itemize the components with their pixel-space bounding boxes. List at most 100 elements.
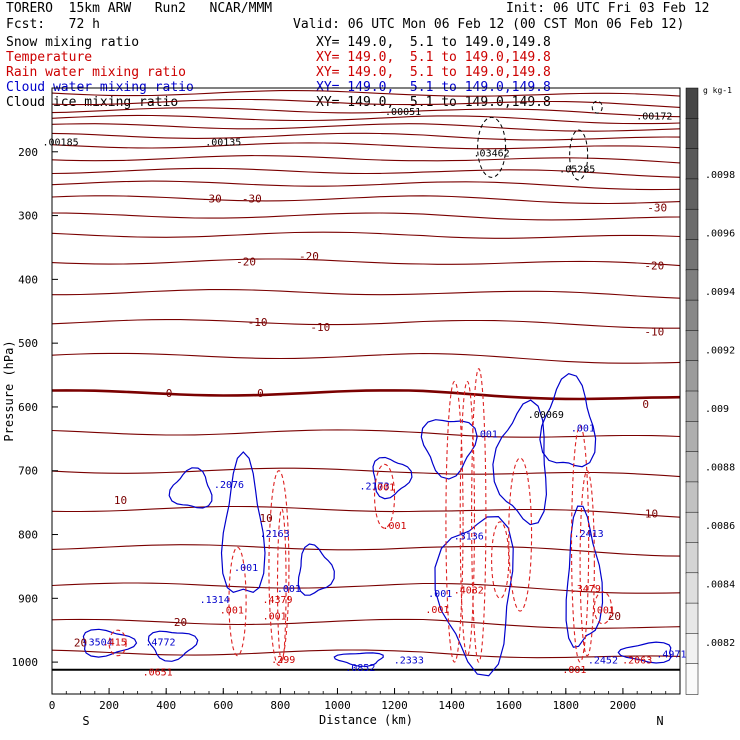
temperature-isoline [51, 544, 681, 557]
rain-water-contours [108, 368, 613, 666]
temperature-label: -30 [202, 192, 222, 205]
cloud-water-contour [492, 399, 548, 526]
colorbar-segment [685, 87, 699, 120]
colorbar-segment [685, 269, 699, 301]
field-temperature-xy: XY= 149.0, 5.1 to 149.0,149.8 [316, 50, 551, 65]
colorbar-label: .0088 [705, 463, 735, 474]
colorbar-segment [685, 299, 699, 332]
temperature-isoline [51, 98, 681, 108]
maximum-label: .2413 [574, 529, 604, 540]
temperature-isoline [51, 90, 681, 97]
temperature-isoline [52, 289, 681, 299]
colorbar-segment [685, 148, 699, 180]
maximum-label: .00172 [636, 111, 672, 122]
temperature-isoline [51, 114, 681, 125]
colorbar-label: .0096 [705, 229, 735, 240]
temperature-isoline [51, 582, 681, 594]
colorbar-segment [685, 602, 699, 635]
rain-water-contour [593, 591, 613, 625]
maximum-label: .4032 [454, 585, 484, 596]
temperature-label: 20 [174, 616, 187, 629]
field-rain-xy: XY= 149.0, 5.1 to 149.0,149.8 [316, 65, 551, 80]
maximum-label: .1314 [200, 595, 230, 606]
colorbar-label: .0094 [705, 287, 735, 298]
maximum-label: .05285 [559, 164, 595, 175]
y-tick-label: 200 [18, 146, 38, 159]
temperature-isoline [51, 142, 681, 150]
cloud-ice-contour [591, 100, 603, 114]
temperature-contours [51, 90, 681, 671]
temperature-label: -20 [644, 259, 664, 272]
colorbar: g kg-1 .0098 .0096 .0094 .0092 .009 .0088 .0086… [685, 86, 735, 695]
temperature-label: -30 [242, 192, 262, 205]
plot-header: TORERO 15km ARW Run2 NCAR/MMM Fcst: 72 h… [0, 0, 740, 110]
temperature-label: 10 [259, 512, 272, 525]
temperature-label: 0 [642, 398, 649, 411]
maximum-label: .3479 [571, 584, 601, 595]
rain-water-contour [579, 470, 595, 657]
cloud-ice-contours [477, 100, 603, 181]
x-tick-label: 400 [156, 699, 176, 712]
maximum-label: .001 [591, 606, 615, 617]
temperature-isoline [51, 352, 681, 364]
maximum-label: .00051 [385, 107, 421, 118]
x-tick-label: 1400 [438, 699, 465, 712]
colorbar-segment [685, 178, 699, 210]
cloud-water-contour [372, 456, 413, 500]
colorbar-segment [685, 542, 699, 574]
temperature-label: 20 [74, 636, 87, 649]
colorbar-segment [685, 451, 699, 483]
x-tick-label: 600 [213, 699, 233, 712]
field-cloud-ice: Cloud ice mixing ratio [6, 95, 179, 110]
temperature-isoline [51, 132, 681, 141]
cloud-water-contour [220, 451, 266, 593]
rain-water-contour [276, 508, 287, 663]
temperature-isoline [51, 195, 681, 205]
maximum-label: .001 [474, 430, 498, 441]
colorbar-segment [685, 511, 699, 544]
cloud-water-contour [617, 641, 672, 664]
y-tick-label: 800 [18, 529, 38, 542]
maximum-label: .3136 [454, 532, 484, 543]
x-tick-label: 200 [99, 699, 119, 712]
maximum-label: .001 [220, 606, 244, 617]
y-tick-label: 600 [18, 401, 38, 414]
temperature-isoline [51, 180, 681, 191]
y-tick-label: 400 [18, 273, 38, 286]
y-tick-label: 700 [18, 465, 38, 478]
rain-water-contour [108, 629, 127, 657]
field-snow-xy: XY= 149.0, 5.1 to 149.0,149.8 [316, 35, 551, 50]
maximum-label: .4772 [145, 638, 175, 649]
x-tick-label: 0 [49, 699, 56, 712]
cloud-water-contour [168, 467, 213, 509]
field-temperature: Temperature [6, 50, 93, 65]
temperature-label: -10 [310, 321, 330, 334]
rain-water-contour [374, 463, 396, 529]
maximum-label: .001 [562, 665, 586, 676]
cloud-water-contour [539, 373, 597, 468]
maximum-label: .2163 [260, 529, 290, 540]
maximum-label: .2063 [622, 655, 652, 666]
temperature-isoline [51, 123, 681, 132]
maximum-label: .001 [425, 605, 449, 616]
model-title: TORERO 15km ARW Run2 NCAR/MMM [6, 1, 273, 16]
temperature-isoline [51, 467, 681, 478]
maximum-label: .00069 [528, 410, 564, 421]
maximum-label: .2076 [214, 480, 244, 491]
south-label: S [82, 714, 89, 728]
cloud-ice-contour [569, 129, 589, 181]
maximum-label: .3504 [83, 638, 113, 649]
maximum-label: .0852 [345, 663, 375, 674]
maximum-label: .2452 [588, 655, 618, 666]
cloud-ice-contour [477, 116, 507, 178]
colorbar-segment [685, 663, 699, 695]
maximum-label: .001 [234, 563, 258, 574]
temperature-isoline [51, 212, 681, 221]
colorbar-label: .009 [705, 404, 729, 415]
maximum-label: .00135 [205, 137, 241, 148]
x-tick-label: 1000 [324, 699, 351, 712]
field-snow: Snow mixing ratio [6, 35, 140, 50]
temperature-isoline [51, 258, 681, 267]
temperature-label: -20 [299, 250, 319, 263]
